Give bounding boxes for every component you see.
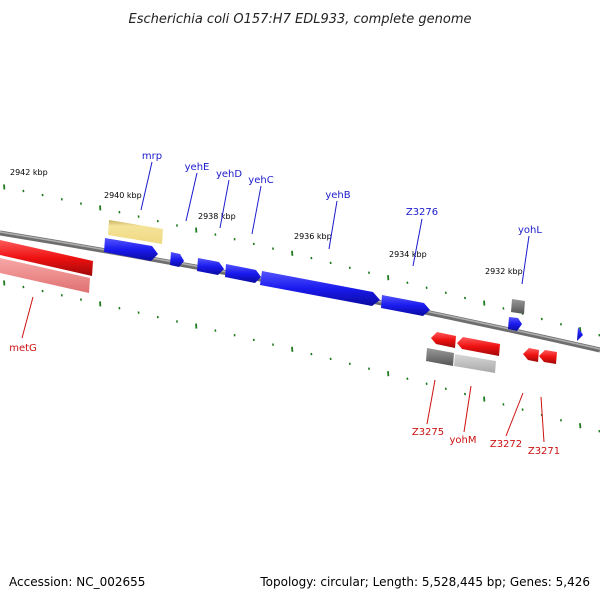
map-title: Escherichia coli O157:H7 EDL933, complet… bbox=[129, 12, 472, 27]
gene-arrow-mrp[interactable] bbox=[104, 238, 158, 261]
scale-label-2940: 2940 kbp bbox=[104, 191, 142, 200]
gene-arrow-metG[interactable] bbox=[0, 240, 93, 276]
gene-block-yohM[interactable] bbox=[454, 354, 496, 373]
gene-label-yehD: yehD bbox=[216, 169, 242, 180]
scale-label-2938: 2938 kbp bbox=[198, 212, 236, 221]
gene-block-mrp[interactable] bbox=[108, 220, 163, 244]
gene-label-Z3275: Z3275 bbox=[412, 427, 444, 438]
gene-label-yehB: yehB bbox=[325, 190, 350, 201]
gene-label-Z3272: Z3272 bbox=[490, 439, 522, 450]
forward-strand-features bbox=[104, 220, 583, 341]
scale-ticks bbox=[3, 184, 600, 433]
gene-label-Z3276: Z3276 bbox=[406, 207, 438, 218]
forward-gene-leaders bbox=[140, 161, 530, 285]
gene-block-yohL[interactable] bbox=[511, 299, 525, 314]
gene-label-yohM: yohM bbox=[449, 435, 476, 446]
gene-arrow-Z3272[interactable] bbox=[523, 348, 539, 362]
gene-label-yehE: yehE bbox=[185, 162, 210, 173]
scale-label-2934: 2934 kbp bbox=[389, 250, 427, 259]
gene-label-yehC: yehC bbox=[248, 175, 273, 186]
gene-arrow-yehB[interactable] bbox=[260, 271, 380, 306]
reverse-gene-leaders bbox=[21, 296, 545, 443]
gene-arrow-yehC[interactable] bbox=[225, 264, 261, 283]
gene-label-yohL: yohL bbox=[518, 225, 542, 236]
gene-arrow-edge[interactable] bbox=[577, 327, 583, 341]
gene-label-mrp: mrp bbox=[142, 151, 162, 162]
gene-label-Z3271: Z3271 bbox=[528, 446, 560, 457]
genome-summary-text: Topology: circular; Length: 5,528,445 bp… bbox=[260, 575, 590, 589]
reverse-strand-features bbox=[0, 240, 557, 373]
gene-block-Z3275[interactable] bbox=[426, 348, 454, 366]
gene-arrow-Z3276[interactable] bbox=[381, 295, 430, 316]
gene-label-metG: metG bbox=[9, 343, 37, 354]
gene-arrow-yehD[interactable] bbox=[197, 258, 224, 275]
gene-arrow-yehE[interactable] bbox=[170, 252, 184, 267]
scale-label-2932: 2932 kbp bbox=[485, 267, 523, 276]
gene-arrow-Z3271[interactable] bbox=[539, 350, 557, 364]
gene-arrow-yohL[interactable] bbox=[508, 317, 522, 331]
scale-label-2942: 2942 kbp bbox=[10, 168, 48, 177]
gene-arrow-Z3275[interactable] bbox=[431, 332, 456, 348]
gene-arrow-yohM[interactable] bbox=[457, 337, 500, 356]
scale-label-2936: 2936 kbp bbox=[294, 232, 332, 241]
accession-text: Accession: NC_002655 bbox=[9, 575, 146, 589]
gene-block-metG[interactable] bbox=[0, 258, 90, 293]
